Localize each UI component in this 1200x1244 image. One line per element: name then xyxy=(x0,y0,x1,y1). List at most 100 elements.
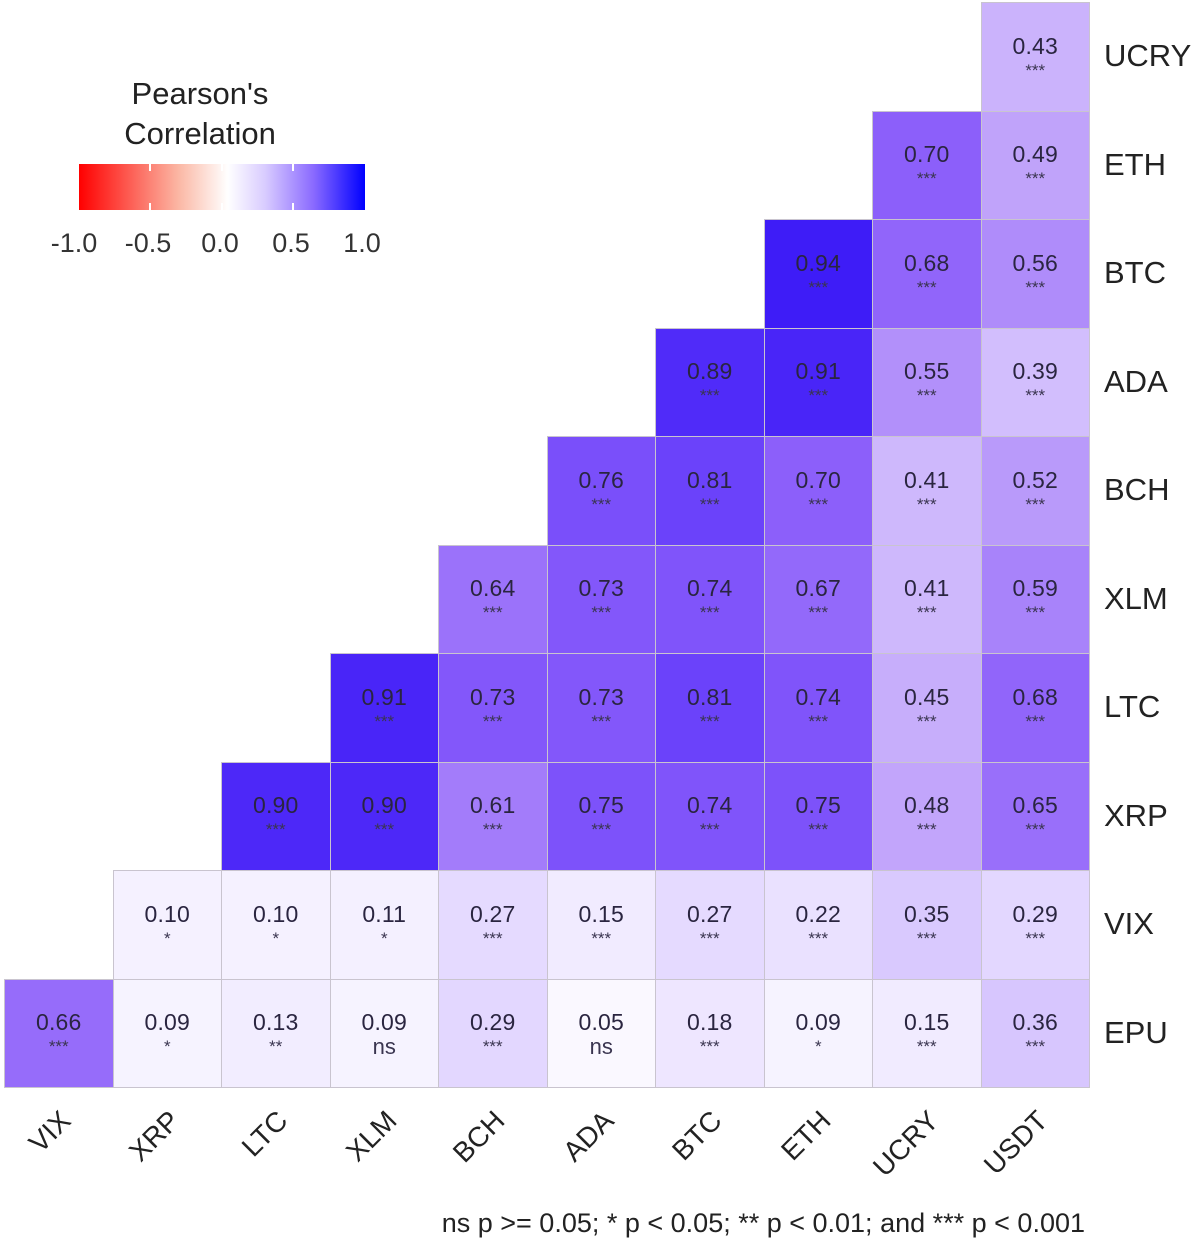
heatmap-cell-vix-xlm: 0.11 * xyxy=(329,870,439,980)
cell-significance: ** xyxy=(269,1037,283,1057)
cell-significance: *** xyxy=(699,494,720,514)
heatmap-cell-epu-ucry: 0.15 *** xyxy=(872,978,982,1088)
cell-value: 0.74 xyxy=(795,683,842,710)
cell-value: 0.11 xyxy=(362,900,407,927)
y-axis-label: ADA xyxy=(1104,363,1168,399)
heatmap-cell-ltc-ucry: 0.45 *** xyxy=(872,653,982,763)
cell-value: 0.18 xyxy=(686,1009,733,1036)
cell-significance: *** xyxy=(482,928,503,948)
heatmap-cell-ada-usdt: 0.39 *** xyxy=(980,327,1090,437)
cell-value: 0.91 xyxy=(795,358,842,385)
cell-significance: *** xyxy=(1025,169,1046,189)
cell-significance: *** xyxy=(482,603,503,623)
heatmap-cell-vix-btc: 0.27 *** xyxy=(655,870,765,980)
cell-value: 0.43 xyxy=(1012,32,1059,59)
x-axis-label: ADA xyxy=(556,1104,620,1168)
y-axis-label: EPU xyxy=(1104,1014,1168,1050)
x-axis-label: LTC xyxy=(235,1104,294,1163)
heatmap-cell-xrp-btc: 0.74 *** xyxy=(655,761,765,871)
cell-significance: *** xyxy=(482,1037,503,1057)
cell-significance: *** xyxy=(808,386,829,406)
cell-value: 0.05 xyxy=(578,1009,625,1036)
cell-significance: *** xyxy=(591,711,612,731)
heatmap-cell-ltc-bch: 0.73 *** xyxy=(438,653,548,763)
cell-significance: ns xyxy=(372,1034,396,1060)
cell-significance: *** xyxy=(591,603,612,623)
heatmap-cell-bch-eth: 0.70 *** xyxy=(763,436,873,546)
heatmap-cell-ltc-usdt: 0.68 *** xyxy=(980,653,1090,763)
heatmap-cell-xrp-ucry: 0.48 *** xyxy=(872,761,982,871)
cell-value: 0.75 xyxy=(578,792,625,819)
cell-significance: *** xyxy=(916,711,937,731)
legend-colorbar xyxy=(79,164,365,210)
cell-significance: ns xyxy=(589,1034,613,1060)
cell-value: 0.49 xyxy=(1012,141,1059,168)
cell-value: 0.81 xyxy=(686,683,733,710)
cell-significance: *** xyxy=(699,386,720,406)
cell-value: 0.09 xyxy=(144,1009,191,1036)
cell-value: 0.73 xyxy=(578,575,625,602)
cell-significance: * xyxy=(814,1037,822,1057)
heatmap-cell-vix-xrp: 0.10 * xyxy=(112,870,222,980)
heatmap-cell-vix-ltc: 0.10 * xyxy=(221,870,331,980)
heatmap-cell-xlm-ada: 0.73 *** xyxy=(546,544,656,654)
cell-significance: *** xyxy=(916,277,937,297)
y-axis-label: XLM xyxy=(1104,580,1168,616)
y-axis-label: BCH xyxy=(1104,472,1170,508)
cell-value: 0.15 xyxy=(578,900,625,927)
cell-significance: *** xyxy=(808,711,829,731)
cell-value: 0.09 xyxy=(795,1009,842,1036)
cell-significance: * xyxy=(163,928,171,948)
x-axis-label: BCH xyxy=(447,1104,511,1169)
heatmap-cell-epu-ada: 0.05 ns xyxy=(546,978,656,1088)
cell-value: 0.68 xyxy=(1012,683,1059,710)
heatmap-cell-ada-ucry: 0.55 *** xyxy=(872,327,982,437)
cell-significance: *** xyxy=(916,169,937,189)
heatmap-cell-xlm-ucry: 0.41 *** xyxy=(872,544,982,654)
cell-significance: *** xyxy=(808,277,829,297)
heatmap-cell-xlm-eth: 0.67 *** xyxy=(763,544,873,654)
cell-significance: *** xyxy=(916,494,937,514)
legend-tick-mark xyxy=(221,164,223,210)
heatmap-cell-xrp-bch: 0.61 *** xyxy=(438,761,548,871)
heatmap-cell-vix-usdt: 0.29 *** xyxy=(980,870,1090,980)
heatmap-cell-bch-btc: 0.81 *** xyxy=(655,436,765,546)
heatmap-cell-epu-vix: 0.66 *** xyxy=(4,978,114,1088)
y-axis-label: UCRY xyxy=(1104,38,1192,74)
heatmap-cell-ltc-xlm: 0.91 *** xyxy=(329,653,439,763)
cell-significance: *** xyxy=(374,711,395,731)
heatmap-cell-xlm-usdt: 0.59 *** xyxy=(980,544,1090,654)
cell-value: 0.27 xyxy=(469,900,516,927)
cell-significance: *** xyxy=(699,1037,720,1057)
heatmap-cell-bch-ada: 0.76 *** xyxy=(546,436,656,546)
cell-significance: *** xyxy=(808,603,829,623)
cell-significance: *** xyxy=(916,820,937,840)
cell-significance: *** xyxy=(808,820,829,840)
cell-significance: *** xyxy=(591,928,612,948)
cell-value: 0.29 xyxy=(1012,900,1059,927)
cell-value: 0.56 xyxy=(1012,249,1059,276)
cell-significance: *** xyxy=(374,820,395,840)
x-axis-label: VIX xyxy=(23,1104,77,1159)
heatmap-cell-ltc-eth: 0.74 *** xyxy=(763,653,873,763)
heatmap-cell-ada-btc: 0.89 *** xyxy=(655,327,765,437)
cell-significance: *** xyxy=(1025,603,1046,623)
cell-value: 0.89 xyxy=(686,358,733,385)
cell-value: 0.64 xyxy=(469,575,516,602)
cell-significance: *** xyxy=(1025,820,1046,840)
legend-title-line2: Correlation xyxy=(124,116,276,151)
cell-significance: *** xyxy=(699,820,720,840)
legend-tick-label: -0.5 xyxy=(124,228,172,258)
cell-value: 0.94 xyxy=(795,249,842,276)
cell-value: 0.90 xyxy=(252,792,299,819)
heatmap-cell-bch-ucry: 0.41 *** xyxy=(872,436,982,546)
cell-value: 0.10 xyxy=(144,900,191,927)
x-axis-label: XRP xyxy=(122,1104,186,1168)
heatmap-cell-bch-usdt: 0.52 *** xyxy=(980,436,1090,546)
correlation-heatmap: 0.43 *** 0.70 *** 0.49 *** 0.94 *** 0.68 *** 0.56 *… xyxy=(4,2,1090,1088)
cell-value: 0.76 xyxy=(578,466,625,493)
heatmap-cell-btc-ucry: 0.68 *** xyxy=(872,219,982,329)
cell-value: 0.22 xyxy=(795,900,842,927)
cell-significance: *** xyxy=(699,928,720,948)
heatmap-cell-xrp-ltc: 0.90 *** xyxy=(221,761,331,871)
